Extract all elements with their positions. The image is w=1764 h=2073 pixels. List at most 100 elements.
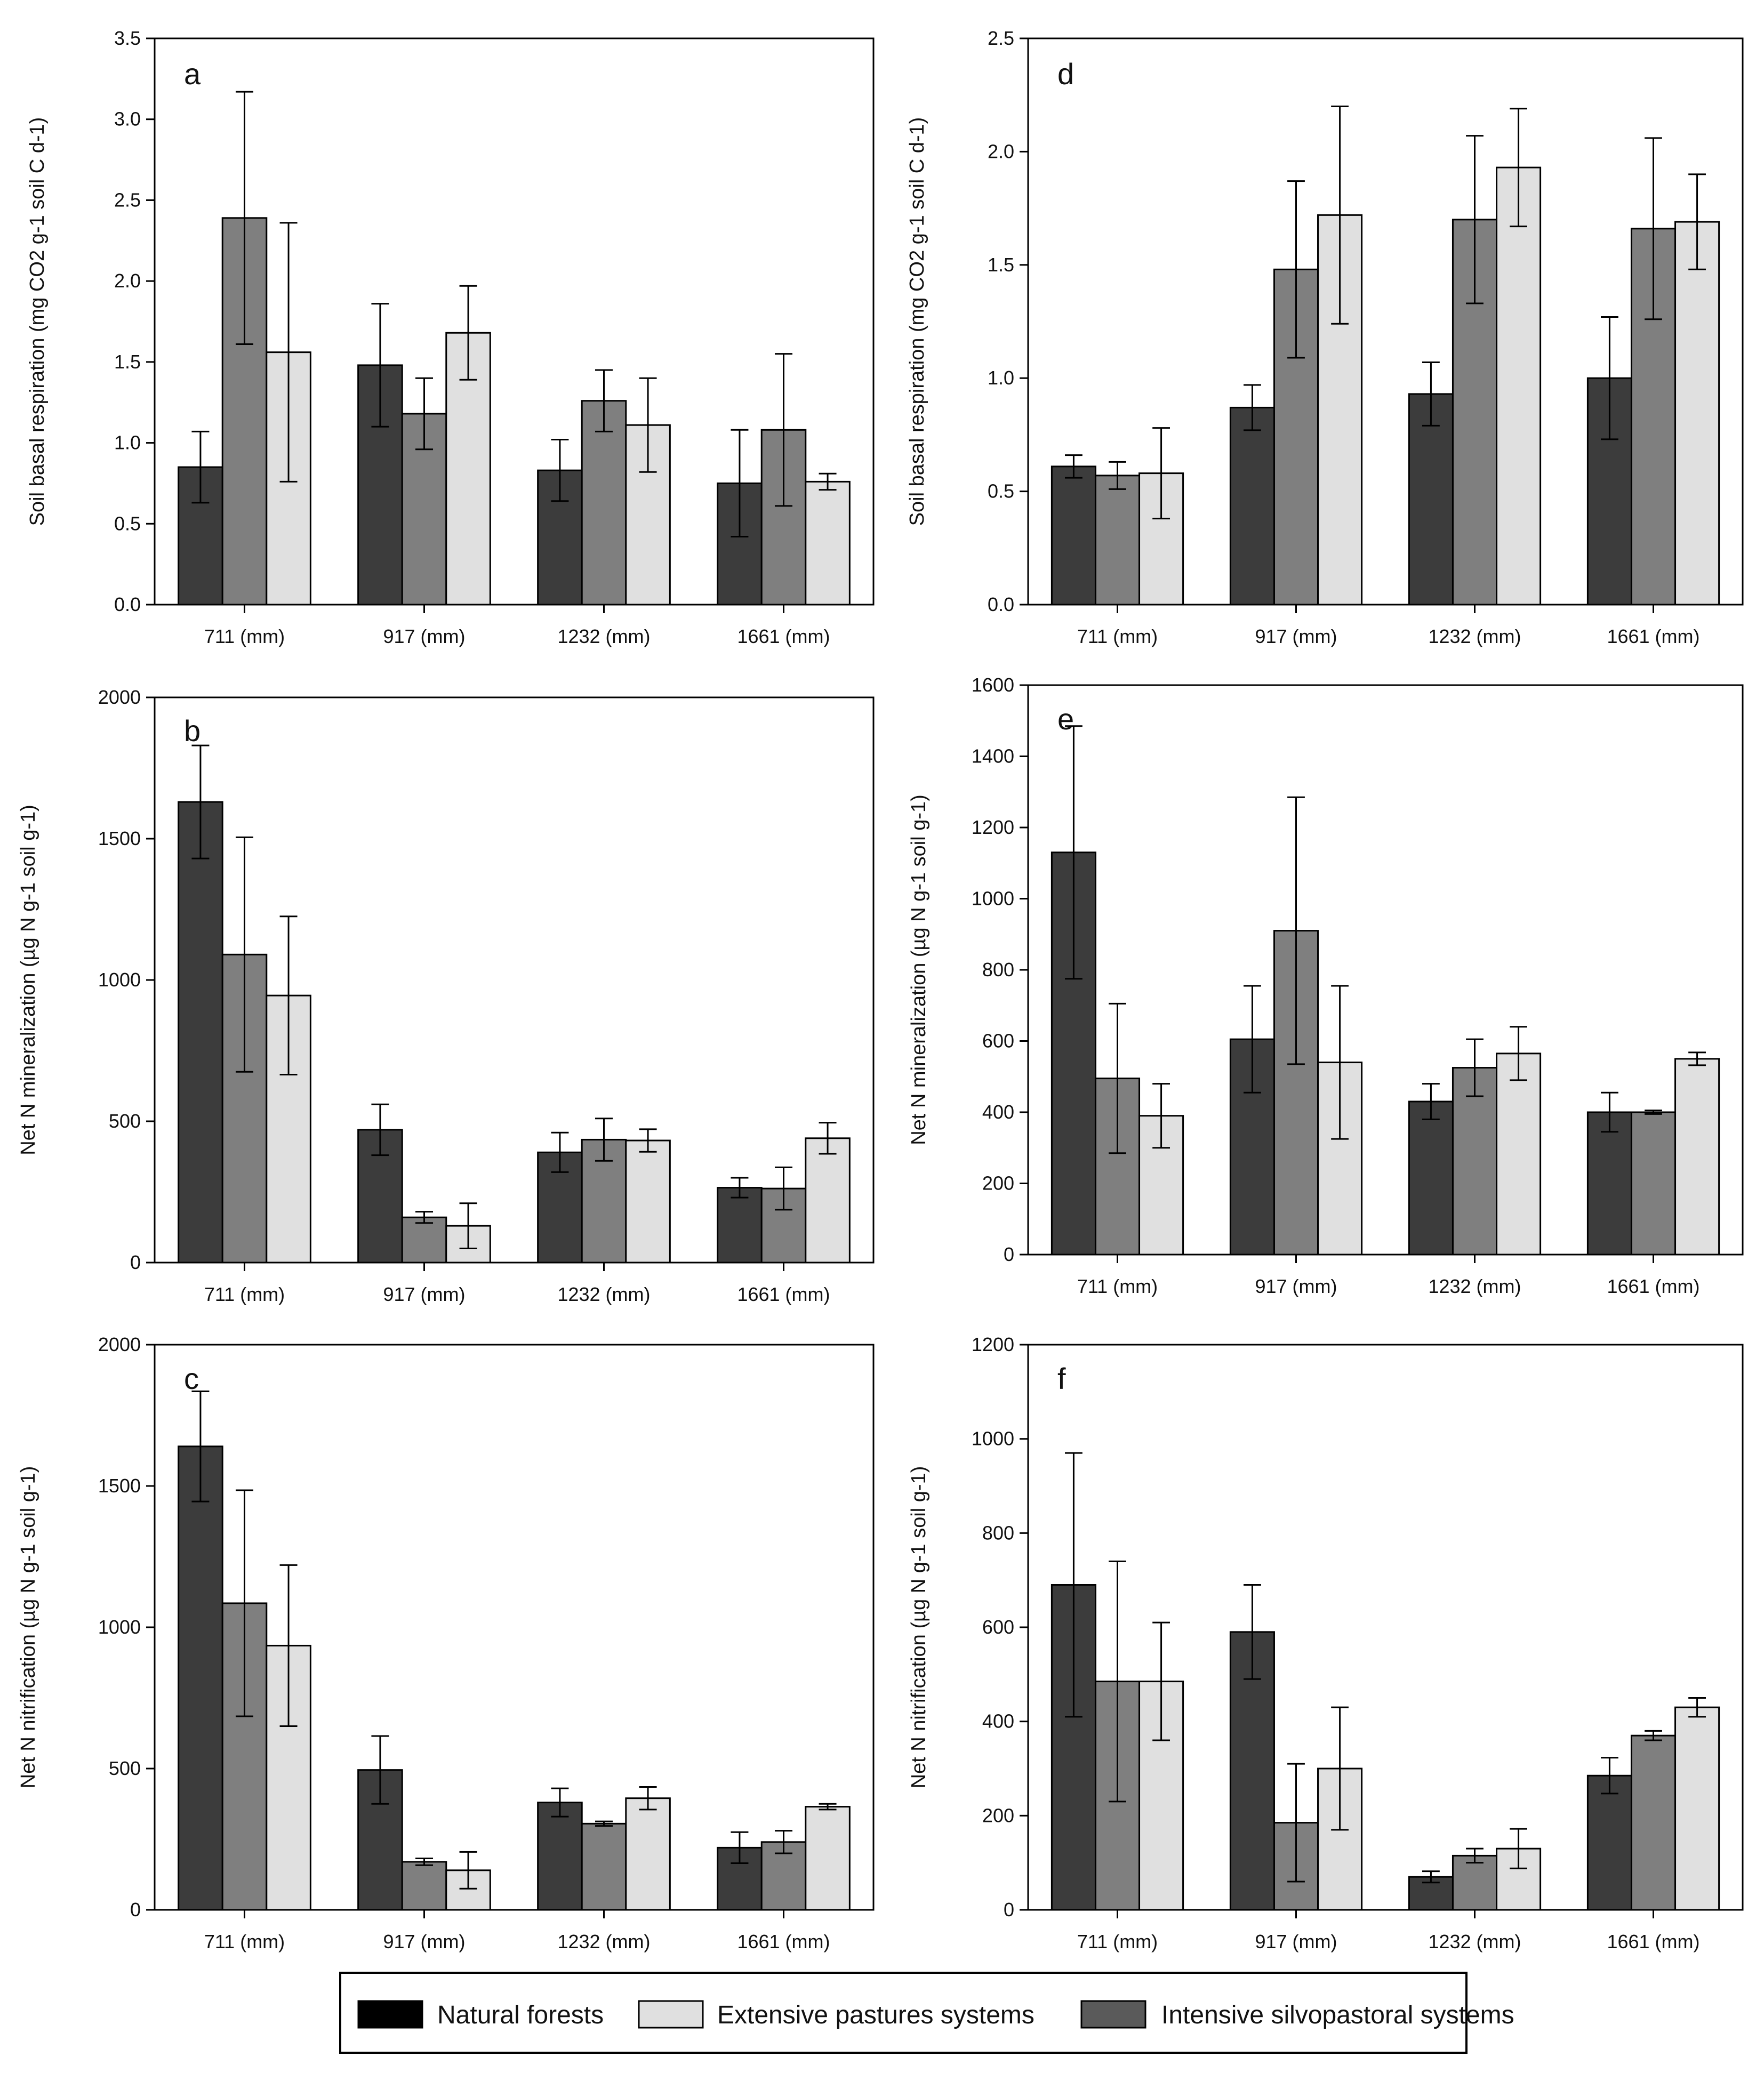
legend-box	[339, 1972, 1468, 2054]
x-tick-label: 917 (mm)	[1255, 625, 1337, 647]
y-tick-label: 0	[130, 1251, 141, 1273]
panel-letter: c	[184, 1362, 199, 1395]
x-tick-label: 1232 (mm)	[557, 1931, 650, 1953]
y-tick-label: 600	[982, 1030, 1014, 1052]
x-tick-label: 711 (mm)	[204, 1283, 285, 1305]
x-tick-label: 917 (mm)	[1255, 1931, 1337, 1953]
y-tick-label: 800	[982, 1522, 1014, 1544]
bar-natural-forests	[178, 801, 223, 1264]
bar-intensive-silvopastoral	[401, 1861, 447, 1911]
x-tick-label: 1232 (mm)	[557, 1283, 650, 1305]
y-tick-label: 1400	[972, 745, 1014, 767]
chart-panel-c: 0 500 1000 1500 2000 Net N nitrification (µg …	[17, 1333, 875, 1953]
y-tick-label: 1000	[98, 969, 141, 991]
x-tick-label: 1661 (mm)	[1607, 1275, 1699, 1297]
bar-extensive-pastures	[805, 480, 851, 606]
x-tick-label: 711 (mm)	[204, 625, 285, 647]
panel-letter: f	[1057, 1362, 1066, 1395]
y-tick-label: 1200	[972, 1333, 1014, 1355]
plot-frame	[154, 37, 875, 606]
y-tick-label: 1600	[972, 674, 1014, 696]
y-axis-title: Net N mineralization (µg N g-1 soil g-1)	[17, 805, 39, 1155]
x-tick-label: 711 (mm)	[1077, 1931, 1158, 1953]
bar-natural-forests	[1586, 1774, 1632, 1911]
y-tick-label: 1000	[972, 888, 1014, 910]
y-tick-label: 1000	[972, 1428, 1014, 1450]
bar-extensive-pastures	[625, 1797, 671, 1911]
bar-intensive-silvopastoral	[581, 1822, 627, 1911]
bar-natural-forests	[1408, 393, 1454, 606]
bar-natural-forests	[1051, 465, 1096, 606]
bar-extensive-pastures	[1496, 1052, 1542, 1256]
x-tick-label: 1232 (mm)	[1428, 1931, 1521, 1953]
chart-panels: 0.0 0.5 1.0 1.5 2.0 2.5 3.0 3.5 Soil basal respi…	[17, 27, 1744, 1953]
bar-intensive-silvopastoral	[1094, 475, 1141, 606]
bar-intensive-silvopastoral	[1630, 1734, 1677, 1911]
y-tick-label: 200	[982, 1172, 1014, 1194]
chart-panel-d: 0.0 0.5 1.0 1.5 2.0 2.5 Soil basal respiration…	[906, 27, 1744, 647]
legend-swatch-intensive-silvopastoral	[1080, 2000, 1146, 2029]
x-tick-label: 917 (mm)	[383, 1931, 465, 1953]
y-tick-label: 0.5	[114, 512, 141, 534]
legend-swatch-natural-forests	[357, 2000, 423, 2029]
x-tick-label: 1661 (mm)	[737, 1283, 830, 1305]
y-tick-label: 500	[109, 1110, 141, 1132]
bar-extensive-pastures	[625, 1139, 671, 1264]
legend: Natural forests Extensive pastures syste…	[339, 1972, 1514, 2054]
bar-intensive-silvopastoral	[1630, 1111, 1677, 1256]
x-tick-label: 711 (mm)	[1077, 1275, 1158, 1297]
bar-natural-forests	[1229, 406, 1275, 606]
bar-natural-forests	[1408, 1100, 1454, 1256]
y-tick-label: 0	[1004, 1899, 1014, 1921]
legend-item-natural-forests: Natural forests	[357, 2000, 604, 2029]
y-tick-label: 1500	[98, 827, 141, 849]
x-tick-label: 1232 (mm)	[1428, 625, 1521, 647]
bar-natural-forests	[537, 1802, 583, 1911]
panel-letter: e	[1057, 702, 1074, 736]
y-tick-label: 800	[982, 959, 1014, 981]
bar-extensive-pastures	[1317, 1062, 1363, 1256]
bar-intensive-silvopastoral	[401, 1216, 447, 1264]
y-tick-label: 2000	[98, 686, 141, 708]
x-tick-label: 917 (mm)	[383, 1283, 465, 1305]
bar-extensive-pastures	[1674, 1706, 1720, 1911]
legend-item-extensive-pastures: Extensive pastures systems	[638, 2000, 1035, 2029]
chart-panel-b: 0 500 1000 1500 2000 Net N mineralization (µg…	[17, 686, 875, 1305]
y-tick-label: 0	[130, 1899, 141, 1921]
chart-panel-f: 0 200 400 600 800 1000 1200 Net N nitrification…	[908, 1333, 1744, 1953]
bar-intensive-silvopastoral	[581, 400, 627, 606]
y-tick-label: 2.0	[114, 270, 141, 292]
plot-frame	[1027, 37, 1744, 606]
y-tick-label: 600	[982, 1616, 1014, 1638]
y-tick-label: 1200	[972, 816, 1014, 838]
y-tick-label: 2.5	[114, 189, 141, 211]
panel-letter: b	[184, 714, 201, 748]
y-tick-label: 1.5	[988, 254, 1014, 276]
y-tick-label: 3.0	[114, 108, 141, 130]
y-tick-label: 3.5	[114, 27, 141, 49]
legend-swatch-extensive-pastures	[638, 2000, 704, 2029]
y-tick-label: 1.0	[988, 367, 1014, 389]
y-axis-title: Soil basal respiration (mg CO2 g-1 soil …	[906, 117, 928, 526]
x-tick-label: 1661 (mm)	[1607, 625, 1699, 647]
y-tick-label: 1500	[98, 1475, 141, 1497]
y-tick-label: 1.5	[114, 351, 141, 373]
x-tick-label: 1661 (mm)	[1607, 1931, 1699, 1953]
legend-label-extensive-pastures: Extensive pastures systems	[717, 2001, 1035, 2029]
y-axis-title: Net N nitrification (µg N g-1 soil g-1)	[908, 1466, 930, 1789]
y-tick-label: 200	[982, 1804, 1014, 1826]
y-tick-label: 1.0	[114, 432, 141, 454]
y-tick-label: 400	[982, 1710, 1014, 1732]
y-tick-label: 0.0	[114, 593, 141, 615]
legend-item-intensive-silvopastoral: Intensive silvopastoral systems	[1080, 2000, 1514, 2029]
y-tick-label: 1000	[98, 1616, 141, 1638]
x-tick-label: 1232 (mm)	[557, 625, 650, 647]
y-tick-label: 2.5	[988, 27, 1014, 49]
y-axis-title: Net N mineralization (µg N g-1 soil g-1)	[908, 794, 930, 1145]
y-axis-title: Soil basal respiration (mg CO2 g-1 soil …	[26, 117, 49, 526]
y-tick-label: 0	[1004, 1243, 1014, 1265]
bar-intensive-silvopastoral	[1452, 1854, 1498, 1911]
y-tick-label: 2.0	[988, 140, 1014, 162]
legend-label-intensive-silvopastoral: Intensive silvopastoral systems	[1161, 2001, 1514, 2029]
